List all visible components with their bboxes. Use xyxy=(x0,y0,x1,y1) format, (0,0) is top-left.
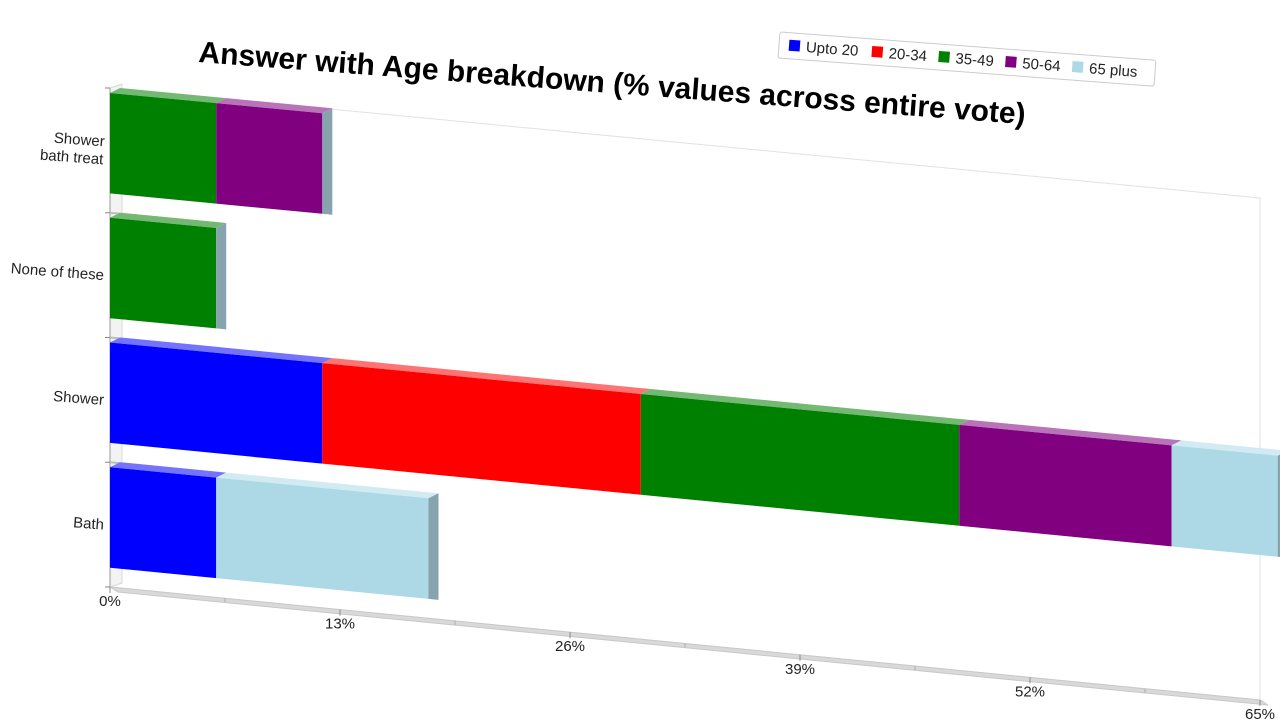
bar-top xyxy=(110,462,227,478)
category-label: Showerbath treat xyxy=(39,129,106,169)
bar-segment xyxy=(959,424,1172,547)
bar-segment xyxy=(110,342,323,464)
bar-segment xyxy=(110,467,217,579)
bar-top xyxy=(322,358,651,394)
legend-item: Upto 20 xyxy=(788,39,859,60)
legend-label: 35-49 xyxy=(955,50,995,70)
legend-label: 20-34 xyxy=(888,45,928,65)
bar-segment xyxy=(216,477,429,599)
bar-segment xyxy=(640,394,960,526)
category-label: None of these xyxy=(10,260,104,284)
bar-segment xyxy=(1171,445,1278,557)
legend-item: 35-49 xyxy=(938,50,995,70)
legend-swatch xyxy=(1005,56,1017,68)
legend-swatch xyxy=(938,50,950,63)
bar-side xyxy=(322,108,333,215)
legend-item: 65 plus xyxy=(1071,60,1138,81)
bar-segment xyxy=(110,217,217,329)
bar-top xyxy=(110,337,333,364)
bar-segment xyxy=(322,363,641,495)
x-tick-label: 52% xyxy=(1015,683,1045,700)
category-label: Shower xyxy=(53,388,105,409)
legend-label: Upto 20 xyxy=(805,39,859,60)
legend-item: 20-34 xyxy=(871,45,928,65)
bar-side xyxy=(216,223,227,330)
bar-segment xyxy=(216,103,323,214)
bar-side xyxy=(1277,454,1280,558)
legend: Upto 20 20-34 35-49 50-64 65 plus xyxy=(777,31,1157,87)
bar-segment xyxy=(110,93,217,204)
bar-top xyxy=(110,88,227,104)
x-tick-label: 0% xyxy=(99,593,121,610)
x-tick-label: 39% xyxy=(785,661,815,678)
legend-swatch xyxy=(788,39,801,52)
bar-side xyxy=(428,493,439,600)
bar-top xyxy=(216,98,333,114)
floor xyxy=(109,586,1269,706)
legend-box xyxy=(777,31,1157,87)
legend-swatch xyxy=(871,45,884,58)
bar-top xyxy=(216,472,439,499)
category-label: Bath xyxy=(73,514,105,533)
bar-top xyxy=(640,389,970,425)
x-tick-label: 26% xyxy=(555,638,585,655)
bar-top xyxy=(110,212,227,228)
x-tick-label: 13% xyxy=(325,616,355,633)
legend-item: 50-64 xyxy=(1005,55,1062,75)
legend-label: 50-64 xyxy=(1022,55,1062,75)
legend-swatch xyxy=(1071,61,1084,73)
bar-top xyxy=(959,419,1182,446)
legend-label: 65 plus xyxy=(1088,60,1138,81)
x-tick-label: 65% xyxy=(1245,706,1275,720)
plot-area: 0% 13% 26% 39% 52% 65% Showerbath treat None of… xyxy=(10,83,1280,720)
bar-top xyxy=(1171,440,1280,456)
